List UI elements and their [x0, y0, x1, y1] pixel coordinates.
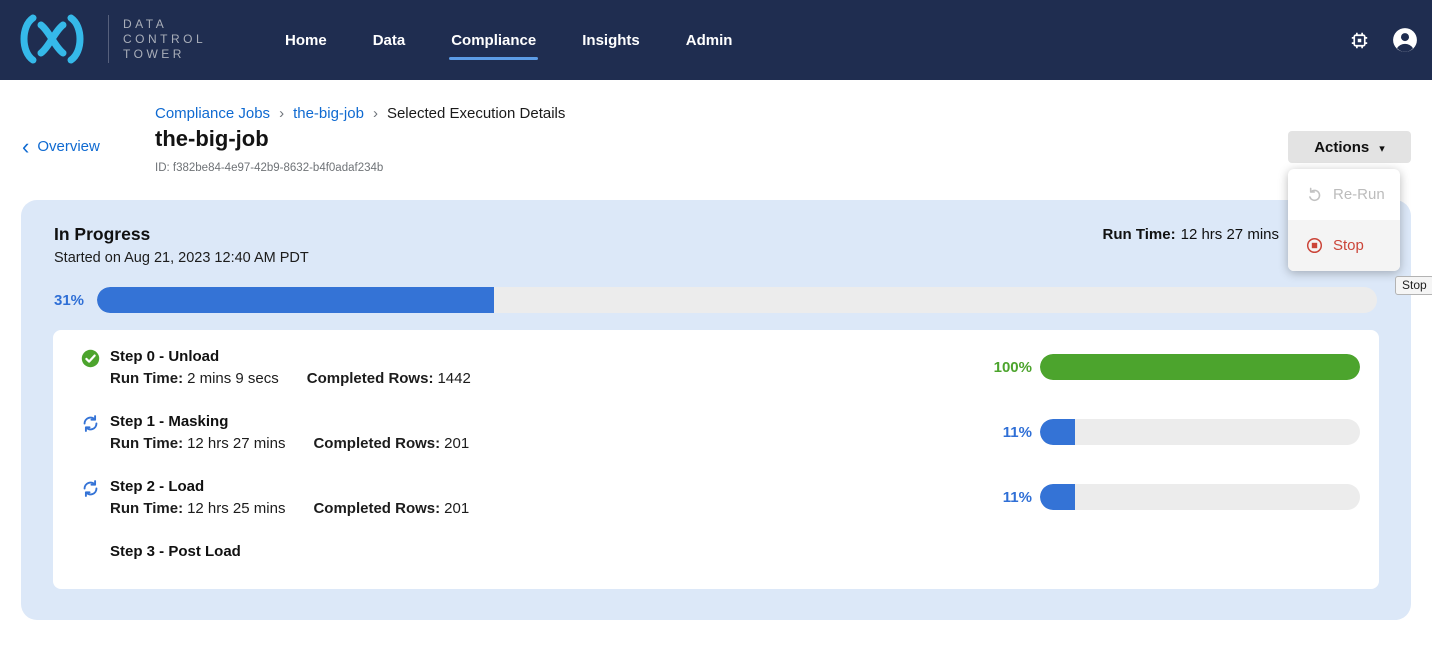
- nav-right: [1349, 0, 1418, 80]
- brand-line: DATA: [123, 16, 168, 31]
- sync-icon: [81, 479, 100, 498]
- step-progress-fill: [1040, 419, 1076, 445]
- nav-item-home[interactable]: Home: [285, 31, 327, 49]
- step-text: Step 1 - Masking Run Time: 12 hrs 27 mins…: [110, 413, 469, 453]
- stop-tooltip: Stop: [1395, 276, 1432, 295]
- page-title: the-big-job: [155, 126, 269, 151]
- nav-item-admin[interactable]: Admin: [685, 31, 733, 49]
- execution-id: ID: f382be84-4e97-42b9-8632-b4f0adaf234b: [155, 162, 384, 174]
- started-timestamp: Started on Aug 21, 2023 12:40 AM PDT: [54, 250, 309, 266]
- chip-settings-icon[interactable]: [1349, 30, 1370, 51]
- step-progress-bar: [1040, 354, 1360, 380]
- menu-item-stop[interactable]: Stop: [1288, 220, 1400, 271]
- step-text: Step 0 - Unload Run Time: 2 mins 9 secs Co…: [110, 348, 471, 388]
- step-progress-group: 11%: [986, 419, 1360, 445]
- step-progress-group: 11%: [986, 484, 1360, 510]
- check-circle-icon: [81, 349, 100, 368]
- step-progress-fill: [1040, 354, 1360, 380]
- step-progress-percent: 100%: [993, 358, 1032, 376]
- completed-rows-label: Completed Rows:: [306, 370, 434, 387]
- step-progress-fill: [1040, 484, 1076, 510]
- breadcrumb: Compliance Jobs › the-big-job › Selected…: [155, 105, 565, 122]
- nav-item-data[interactable]: Data: [372, 31, 406, 49]
- stop-icon: [1306, 237, 1323, 254]
- completed-rows-value: 1442: [437, 370, 471, 387]
- breadcrumb-compliance-jobs[interactable]: Compliance Jobs: [155, 105, 271, 122]
- step-run-time-value: 2 mins 9 secs: [187, 370, 279, 387]
- user-account-icon[interactable]: [1392, 27, 1418, 53]
- overview-back-link[interactable]: ‹ Overview: [22, 134, 100, 159]
- step-progress-bar: [1040, 484, 1360, 510]
- run-time-label: Run Time:: [1102, 226, 1176, 243]
- step-run-time-value: 12 hrs 27 mins: [187, 435, 286, 452]
- overall-progress-percent: 31%: [54, 291, 85, 309]
- step-run-time-label: Run Time:: [110, 435, 184, 452]
- completed-rows-label: Completed Rows:: [313, 500, 441, 517]
- breadcrumb-separator-icon: ›: [279, 105, 285, 122]
- step-progress-percent: 11%: [1002, 423, 1032, 441]
- actions-menu: Re-Run Stop: [1288, 169, 1400, 271]
- step-title: Step 3 - Post Load: [110, 543, 241, 560]
- step-title: Step 1 - Masking: [110, 413, 229, 430]
- step-run-time-label: Run Time:: [110, 370, 184, 387]
- completed-rows-value: 201: [444, 500, 470, 517]
- primary-nav: Home Data Compliance Insights Admin: [285, 0, 732, 80]
- step-details: Run Time: 2 mins 9 secs Completed Rows: 144…: [110, 370, 471, 388]
- breadcrumb-the-big-job[interactable]: the-big-job: [293, 105, 364, 122]
- step-details: Run Time: 12 hrs 25 mins Completed Rows: 20…: [110, 500, 469, 518]
- nav-item-insights[interactable]: Insights: [582, 31, 640, 49]
- overall-progress-row: 31%: [54, 287, 1377, 313]
- actions-button[interactable]: Actions ▾: [1288, 131, 1411, 163]
- execution-status-panel: In Progress Started on Aug 21, 2023 12:4…: [21, 200, 1411, 620]
- step-title: Step 2 - Load: [110, 478, 205, 495]
- brand-line: TOWER: [123, 46, 185, 61]
- sync-icon: [81, 414, 100, 433]
- step-row-0: Step 0 - Unload Run Time: 2 mins 9 secs Co…: [81, 348, 1360, 394]
- overview-back-label: Overview: [37, 138, 100, 155]
- brand-divider: [108, 15, 109, 63]
- steps-card: Step 0 - Unload Run Time: 2 mins 9 secs Co…: [53, 330, 1379, 589]
- step-run-time-value: 12 hrs 25 mins: [187, 500, 286, 517]
- status-heading: In Progress: [54, 224, 151, 244]
- breadcrumb-separator-icon: ›: [372, 105, 378, 122]
- overall-progress-bar: [97, 287, 1377, 313]
- chevron-left-icon: ‹: [22, 134, 30, 159]
- step-text: Step 2 - Load Run Time: 12 hrs 25 mins Com…: [110, 478, 469, 518]
- caret-down-icon: ▾: [1379, 142, 1385, 155]
- top-nav-bar: DATA CONTROL TOWER Home Data Compliance …: [0, 0, 1432, 80]
- completed-rows-label: Completed Rows:: [313, 435, 441, 452]
- step-row-3: Step 3 - Post Load: [81, 543, 1360, 589]
- menu-item-rerun[interactable]: Re-Run: [1288, 169, 1400, 220]
- breadcrumb-current: Selected Execution Details: [386, 105, 566, 122]
- step-details: Run Time: 12 hrs 27 mins Completed Rows: 20…: [110, 435, 469, 453]
- step-row-2: Step 2 - Load Run Time: 12 hrs 25 mins Com…: [81, 478, 1360, 524]
- stop-label: Stop: [1333, 237, 1364, 254]
- brand-line: CONTROL: [123, 31, 207, 46]
- completed-rows-value: 201: [444, 435, 470, 452]
- step-progress-percent: 11%: [1002, 488, 1032, 506]
- delphix-logo-icon: [20, 14, 84, 64]
- step-progress-group: 100%: [986, 354, 1360, 380]
- step-run-time-label: Run Time:: [110, 500, 184, 517]
- actions-button-label: Actions: [1314, 138, 1370, 156]
- step-progress-bar: [1040, 419, 1360, 445]
- run-time: Run Time: 12 hrs 27 mins: [1103, 226, 1279, 243]
- brand-wordmark: DATA CONTROL TOWER: [123, 17, 206, 62]
- step-title: Step 0 - Unload: [110, 348, 220, 365]
- run-time-value: 12 hrs 27 mins: [1180, 226, 1279, 243]
- nav-item-compliance[interactable]: Compliance: [449, 31, 539, 60]
- step-text: Step 3 - Post Load: [110, 543, 241, 561]
- step-row-1: Step 1 - Masking Run Time: 12 hrs 27 mins…: [81, 413, 1360, 459]
- rerun-label: Re-Run: [1333, 186, 1385, 203]
- rerun-icon: [1309, 187, 1321, 202]
- overall-progress-fill: [97, 287, 494, 313]
- brand: DATA CONTROL TOWER: [14, 10, 206, 68]
